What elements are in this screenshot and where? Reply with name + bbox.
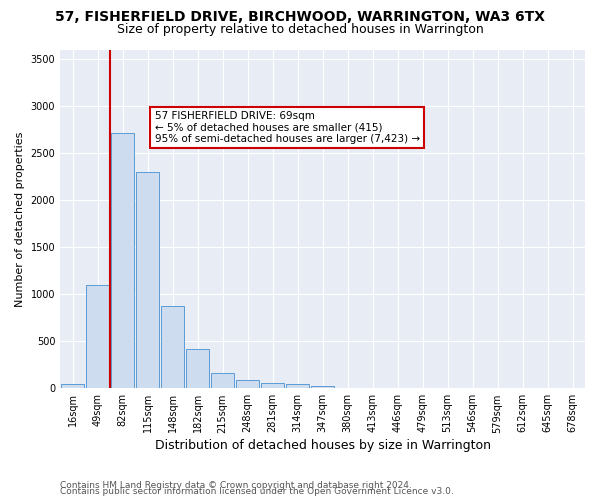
Bar [286, 384, 309, 388]
Y-axis label: Number of detached properties: Number of detached properties [15, 132, 25, 307]
Bar [236, 380, 259, 388]
Bar [211, 374, 234, 388]
Bar [136, 172, 159, 388]
Text: 57 FISHERFIELD DRIVE: 69sqm
← 5% of detached houses are smaller (415)
95% of sem: 57 FISHERFIELD DRIVE: 69sqm ← 5% of deta… [155, 111, 420, 144]
Text: Contains public sector information licensed under the Open Government Licence v3: Contains public sector information licen… [60, 487, 454, 496]
Bar [187, 349, 209, 389]
Text: Contains HM Land Registry data © Crown copyright and database right 2024.: Contains HM Land Registry data © Crown c… [60, 481, 412, 490]
Bar [262, 382, 284, 388]
Bar [161, 306, 184, 388]
X-axis label: Distribution of detached houses by size in Warrington: Distribution of detached houses by size … [155, 440, 491, 452]
Text: 57, FISHERFIELD DRIVE, BIRCHWOOD, WARRINGTON, WA3 6TX: 57, FISHERFIELD DRIVE, BIRCHWOOD, WARRIN… [55, 10, 545, 24]
Bar [86, 285, 109, 389]
Bar [112, 132, 134, 388]
Bar [61, 384, 84, 388]
Text: Size of property relative to detached houses in Warrington: Size of property relative to detached ho… [116, 22, 484, 36]
Bar [311, 386, 334, 388]
